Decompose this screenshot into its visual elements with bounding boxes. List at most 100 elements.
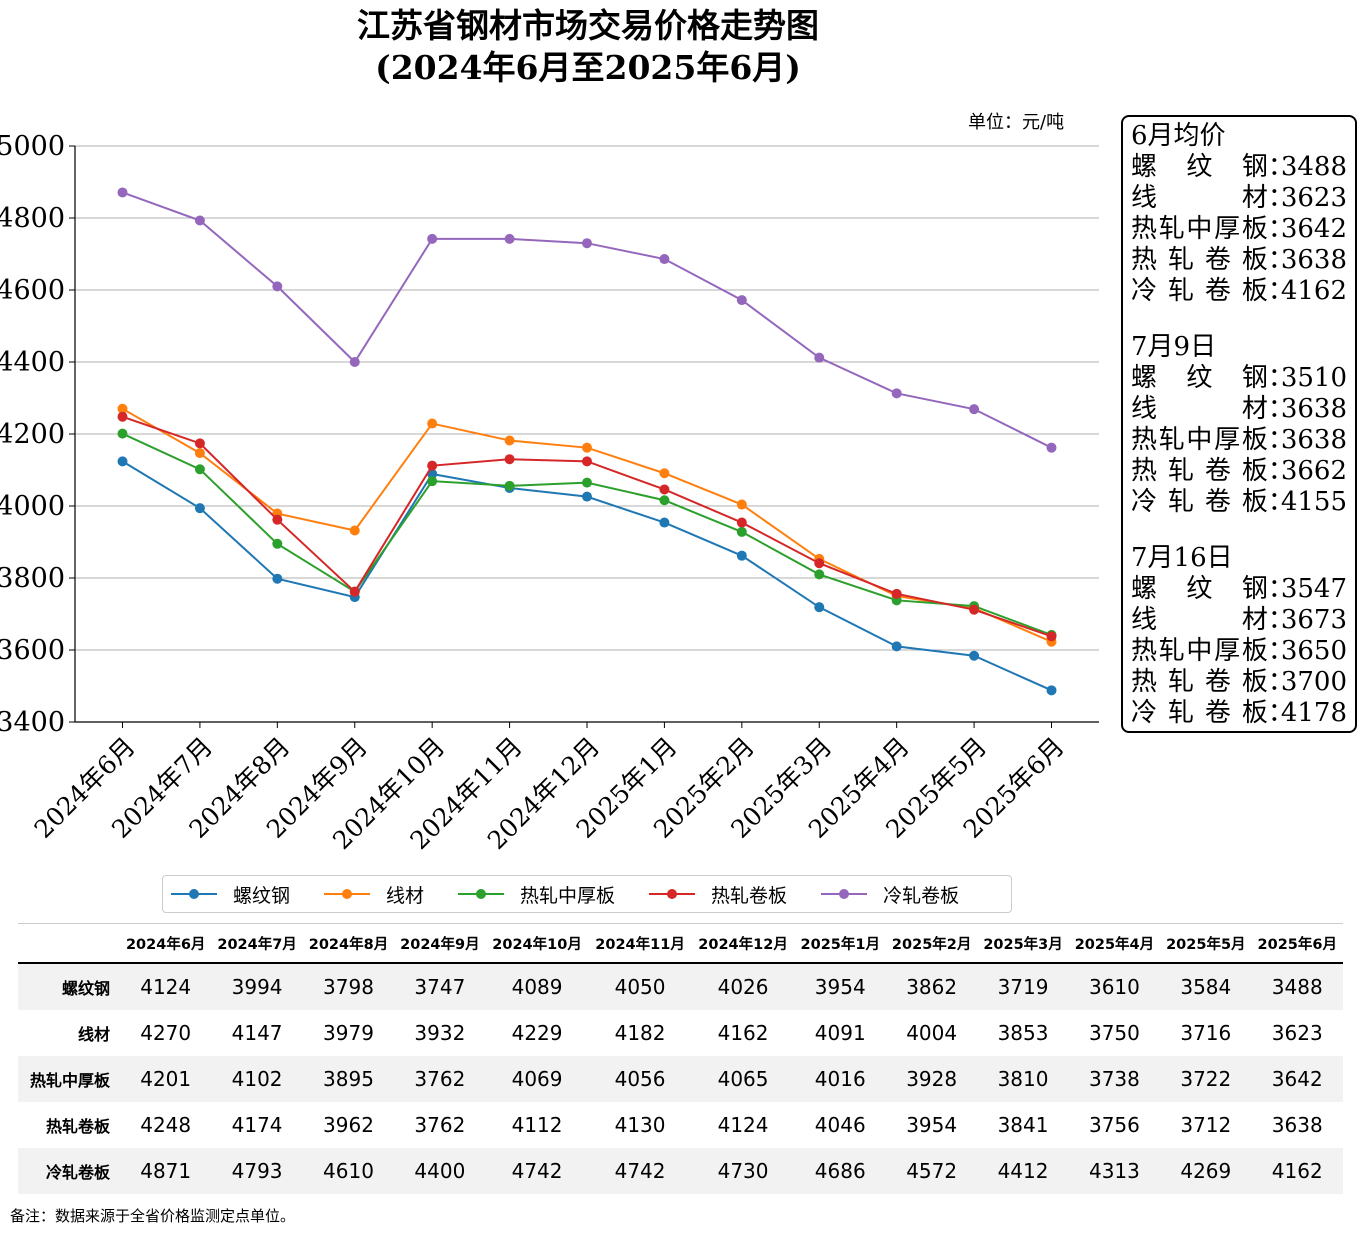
table-cell: 4162: [717, 1021, 769, 1045]
series-point: [814, 602, 825, 613]
table-cell: 3722: [1160, 1056, 1252, 1102]
table-header-row: 2024年6月 2024年7月 2024年8月 2024年9月 2024年10月 2024…: [18, 923, 1343, 964]
source-note: 备注：数据来源于全省价格监测定点单位。: [10, 1207, 296, 1225]
info-row-label: 螺纹钢: [1131, 574, 1268, 604]
table-cell: 3954: [794, 963, 886, 1010]
info-row-value: 3673: [1280, 605, 1347, 635]
table-cell: 3841: [997, 1113, 1049, 1137]
table-cell: 4412: [977, 1148, 1069, 1194]
table-cell: 4871: [120, 1148, 212, 1194]
table-cell: 4313: [1068, 1148, 1161, 1194]
table-cell: 3962: [323, 1113, 374, 1137]
info-row: 螺纹钢： 3488: [1131, 152, 1347, 183]
info-row-value: 4178: [1280, 698, 1347, 728]
table-cell: 4147: [231, 1021, 283, 1045]
table-column-header: 2025年4月: [1068, 923, 1161, 964]
table-column-header: 2025年1月: [794, 923, 886, 964]
table-column-header: 2025年2月: [885, 923, 978, 964]
table-cell: 3638: [1271, 1113, 1323, 1137]
info-row-colon: ：: [1267, 487, 1294, 517]
table-cell: 4742: [485, 1148, 589, 1194]
price-info-box: 6月均价 螺纹钢： 3488 线材： 3623 热轧中厚板： 3642 热轧卷板： 3638 冷轧…: [1121, 115, 1357, 733]
info-row: 线材： 3638: [1131, 394, 1347, 425]
info-row-label: 线材: [1131, 183, 1268, 213]
series-point: [117, 187, 128, 198]
series-point: [969, 650, 980, 661]
table-row: 热轧中厚板 4201 4102 3895 3762 4069 4056 4065 4016 392…: [18, 1056, 1343, 1102]
legend-label: 螺纹钢: [233, 884, 291, 907]
info-row-value: 4162: [1280, 276, 1347, 306]
info-row-label: 螺纹钢: [1131, 363, 1268, 393]
series-point: [582, 456, 592, 467]
table-cell: 4016: [794, 1056, 886, 1102]
table-cell: 3712: [1180, 1113, 1232, 1137]
table-row-label: 热轧卷板: [45, 1117, 110, 1136]
legend-item: 螺纹钢: [171, 881, 290, 908]
table-corner-cell: [18, 923, 120, 964]
series-point: [427, 418, 438, 429]
legend-label: 冷轧卷板: [883, 884, 960, 907]
info-row-value: 3638: [1280, 425, 1347, 455]
table-cell: 3584: [1160, 963, 1252, 1010]
table-cell: 4124: [120, 963, 212, 1010]
legend-swatch: [171, 885, 217, 903]
info-row-value: 3642: [1280, 214, 1347, 244]
series-point: [194, 448, 205, 459]
series-point: [349, 525, 360, 536]
table-column-header: 2024年7月: [211, 923, 303, 964]
table-cell: 4400: [394, 1148, 486, 1194]
table-cell: 3716: [1180, 1021, 1232, 1045]
info-row-label: 冷轧卷板: [1131, 276, 1268, 306]
info-group-title: 7月16日: [1131, 543, 1233, 573]
info-row-colon: ：: [1267, 667, 1294, 697]
table-cell: 4248: [140, 1113, 192, 1137]
table-cell: 4046: [814, 1113, 866, 1137]
table-cell: 4793: [211, 1148, 303, 1194]
table-cell: 4056: [588, 1056, 692, 1102]
table-cell: 3750: [1088, 1021, 1140, 1045]
info-row: 螺纹钢： 3510: [1131, 363, 1347, 394]
series-point: [659, 495, 670, 506]
info-row-colon: ：: [1267, 245, 1294, 275]
table-cell: 3954: [906, 1113, 958, 1137]
info-row: 热轧中厚板： 3642: [1131, 214, 1347, 245]
table-cell: 4050: [588, 963, 692, 1010]
info-row-colon: ：: [1267, 214, 1294, 244]
table-row-label: 热轧中厚板: [18, 1056, 120, 1102]
table-cell: 3747: [394, 963, 486, 1010]
table-cell: 4269: [1160, 1148, 1252, 1194]
info-row-colon: ：: [1267, 605, 1294, 635]
table-cell: 4102: [211, 1056, 303, 1102]
table-cell: 4026: [691, 963, 795, 1010]
y-tick-label: 3800: [0, 563, 65, 594]
series-point: [117, 411, 128, 422]
table-cell: 3623: [1271, 1021, 1323, 1045]
table-row-label: 线材: [77, 1025, 110, 1044]
legend-label: 热轧卷板: [711, 884, 788, 907]
info-row-label: 线材: [1131, 605, 1268, 635]
series-point: [349, 586, 360, 597]
table-column-header: 2024年8月: [302, 923, 395, 964]
table-cell: 4130: [614, 1113, 666, 1137]
info-row-colon: ：: [1267, 425, 1294, 455]
info-row: 热轧中厚板： 3638: [1131, 425, 1347, 456]
series-point: [659, 517, 670, 528]
series-point: [814, 558, 825, 569]
legend-swatch: [458, 885, 505, 903]
series-point: [969, 404, 980, 415]
series-point: [969, 604, 980, 615]
table-row: 螺纹钢 4124 3994 3798 3747 4089 4050 4026 3954 3862 3…: [18, 963, 1343, 1010]
info-row-label: 螺纹钢: [1131, 152, 1268, 182]
series-point: [272, 573, 283, 584]
info-row-value: 3638: [1280, 245, 1347, 275]
info-row: 热轧卷板： 3638: [1131, 245, 1347, 276]
table-cell: 3642: [1251, 1056, 1343, 1102]
info-row-colon: ：: [1267, 152, 1294, 182]
table-cell: 4182: [614, 1021, 666, 1045]
series-point: [891, 388, 902, 399]
table-cell: 3862: [885, 963, 978, 1010]
info-row: 线材： 3673: [1131, 605, 1347, 636]
table-cell: 4730: [691, 1148, 795, 1194]
series-point: [736, 499, 747, 510]
table-cell: 3719: [977, 963, 1069, 1010]
